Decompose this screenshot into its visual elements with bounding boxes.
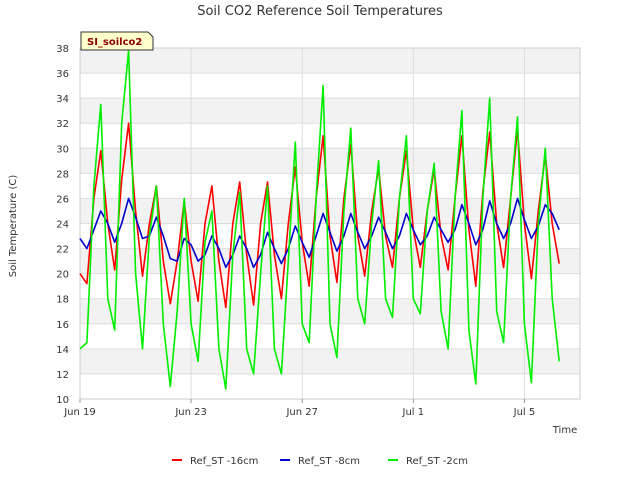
series-lines (79, 49, 560, 390)
si-badge: SI_soilco2 (80, 31, 154, 51)
badge-box (80, 31, 154, 51)
plot-band (80, 73, 580, 99)
x-tick-label: Jun 19 (63, 407, 96, 418)
y-tick-label: 24 (56, 220, 69, 231)
badge-label: SI_soilco2 (87, 37, 142, 48)
legend-label: Ref_ST -8cm (298, 456, 360, 467)
y-tick-label: 32 (56, 119, 69, 130)
series-line-ref-st-8cm (79, 197, 560, 269)
y-tick-label: 26 (56, 194, 69, 205)
plot-band (80, 373, 580, 399)
legend: Ref_ST -16cm Ref_ST -8cm Ref_ST -2cm (172, 456, 468, 467)
plot-band (80, 98, 580, 124)
x-tick-label: Jul 1 (402, 407, 425, 418)
chart-title: Soil CO2 Reference Soil Temperatures (197, 4, 443, 19)
y-tick-label: 10 (56, 395, 69, 406)
y-tick-label: 18 (56, 295, 69, 306)
series-line-ref-st-2cm (79, 49, 560, 390)
legend-label: Ref_ST -2cm (406, 456, 468, 467)
y-tick-label: 28 (56, 169, 69, 180)
plot-band (80, 123, 580, 149)
y-tick-label: 34 (56, 94, 69, 105)
legend-label: Ref_ST -16cm (190, 456, 258, 467)
x-axis-ticks: Jun 19 Jun 23 Jun 27 Jul 1 Jul 5 (63, 399, 535, 418)
plot-band (80, 148, 580, 174)
x-tick-label: Jul 5 (513, 407, 536, 418)
series-line-ref-st-16cm (79, 122, 560, 309)
y-tick-label: 12 (56, 370, 69, 381)
x-axis-label: Time (552, 425, 577, 436)
y-tick-label: 36 (56, 69, 69, 80)
x-tick-label: Jun 27 (285, 407, 318, 418)
plot-band (80, 348, 580, 374)
y-axis-label: Soil Temperature (C) (8, 175, 19, 278)
plot-frame (79, 47, 581, 400)
y-tick-label: 14 (56, 345, 69, 356)
y-tick-label: 16 (56, 320, 69, 331)
y-tick-label: 22 (56, 245, 69, 256)
plot-band (80, 48, 580, 74)
y-tick-label: 30 (56, 144, 69, 155)
x-tick-label: Jun 23 (174, 407, 207, 418)
plot-band (80, 273, 580, 299)
y-tick-label: 38 (56, 44, 69, 55)
y-axis-ticks: 10 12 14 16 18 20 22 24 26 28 30 32 34 36 38 (56, 44, 69, 406)
y-tick-label: 20 (56, 270, 69, 281)
plot-band (80, 173, 580, 199)
